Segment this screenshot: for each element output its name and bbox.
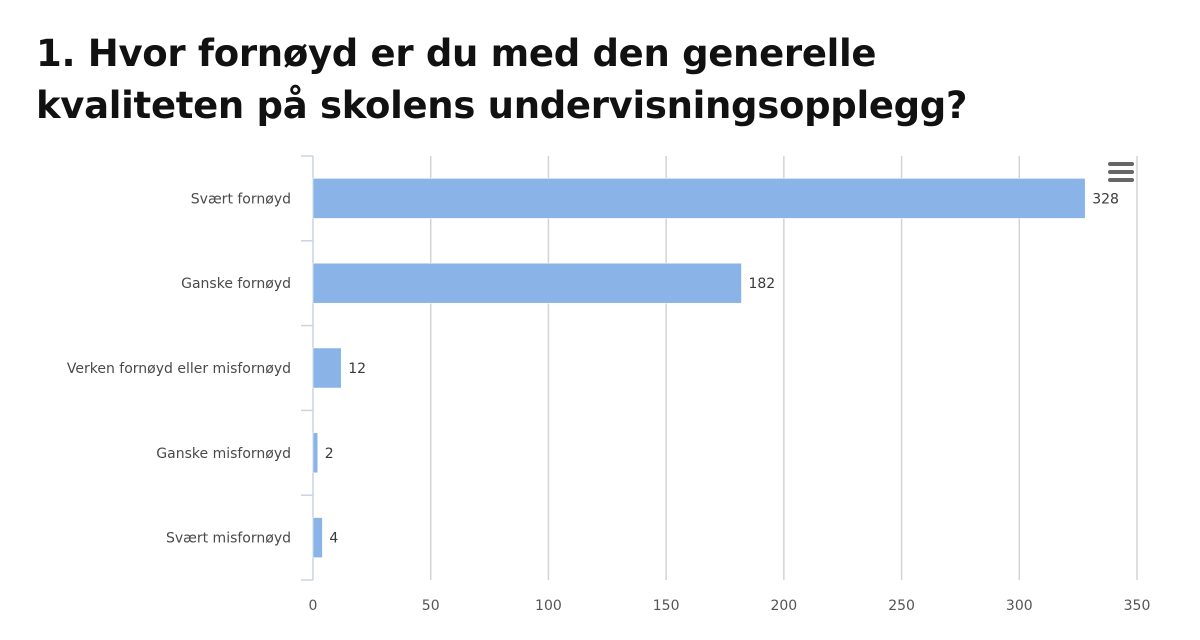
data-label: 328 — [1092, 191, 1119, 207]
chart-menu-button[interactable] — [1108, 162, 1134, 184]
x-tick-label: 200 — [770, 598, 797, 614]
category-label: Svært misfornøyd — [166, 531, 291, 547]
x-tick-label: 50 — [422, 598, 440, 614]
x-tick-label: 250 — [888, 598, 915, 614]
category-label: Svært fornøyd — [191, 191, 291, 207]
category-label: Ganske fornøyd — [181, 276, 291, 292]
hamburger-menu-icon — [1108, 162, 1134, 182]
data-label: 2 — [325, 446, 334, 462]
x-tick-label: 300 — [1006, 598, 1033, 614]
data-label: 182 — [748, 276, 775, 292]
category-labels: Svært fornøyd Ganske fornøyd Verken fornøy… — [67, 191, 291, 546]
x-tick-label: 350 — [1124, 598, 1151, 614]
chart-title: 1. Hvor fornøyd er du med den generelle … — [36, 32, 968, 127]
x-tick-label: 0 — [309, 598, 318, 614]
gridlines — [429, 156, 1138, 580]
data-label: 12 — [348, 361, 366, 377]
data-labels: 328 182 12 2 4 — [325, 191, 1119, 546]
bar[interactable] — [312, 432, 318, 474]
data-label: 4 — [329, 531, 338, 547]
bar[interactable] — [312, 262, 742, 304]
bars — [312, 178, 1086, 558]
bar[interactable] — [312, 178, 1086, 219]
value-axis-ticks: 0 50 100 150 200 250 300 350 — [309, 598, 1151, 614]
x-tick-label: 150 — [653, 598, 680, 614]
category-label: Ganske misfornøyd — [156, 446, 291, 462]
category-axis — [301, 155, 314, 581]
bar[interactable] — [312, 347, 342, 389]
bar[interactable] — [312, 517, 323, 558]
x-tick-label: 100 — [535, 598, 562, 614]
category-label: Verken fornøyd eller misfornøyd — [67, 361, 291, 377]
